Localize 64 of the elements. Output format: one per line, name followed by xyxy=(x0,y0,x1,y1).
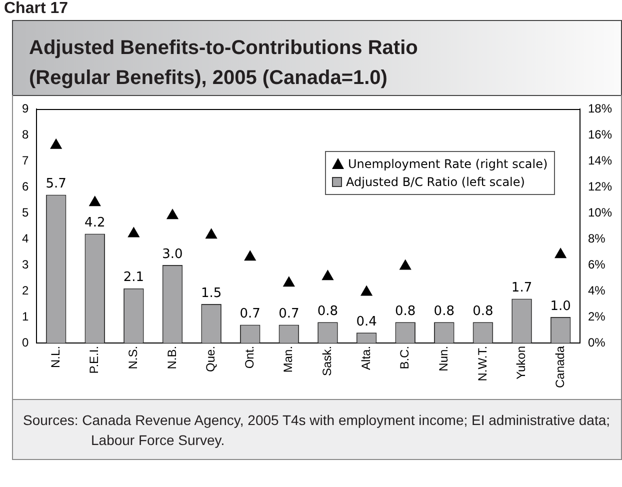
point xyxy=(89,196,101,206)
point xyxy=(400,260,412,270)
y-tick-label: 4 xyxy=(22,231,29,246)
data-label: 5.7 xyxy=(46,176,66,192)
point xyxy=(244,250,256,261)
y2-tick-label: 2% xyxy=(588,309,606,324)
y-tick-label: 9 xyxy=(22,101,29,116)
point xyxy=(322,270,334,280)
point xyxy=(206,228,218,239)
x-tick-label: B.C. xyxy=(398,346,412,370)
data-label: 2.1 xyxy=(123,270,144,286)
y2-tick-label: 4% xyxy=(588,283,606,298)
source-note: Sources: Canada Revenue Agency, 2005 T4s with employment income; EI administrative data; Labour Force Survey. xyxy=(23,411,611,450)
y-tick-label: 3 xyxy=(22,257,29,272)
data-label: 3.0 xyxy=(162,246,183,262)
data-label: 0.8 xyxy=(395,304,416,320)
y-tick-label: 0 xyxy=(22,335,29,350)
y2-tick-label: 6% xyxy=(588,257,606,272)
y2-tick-label: 12% xyxy=(588,179,612,194)
caption: Chart 17 xyxy=(4,0,68,18)
legend-label: Unemployment Rate (right scale) xyxy=(348,157,548,171)
data-label: 0.7 xyxy=(240,306,260,322)
y2-tick-label: 10% xyxy=(588,205,612,220)
x-tick-label: Que. xyxy=(204,346,218,372)
y2-tick-label: 18% xyxy=(588,101,612,116)
x-tick-label: Canada xyxy=(552,346,567,388)
x-tick-label: Sask. xyxy=(320,346,334,376)
y-tick-label: 8 xyxy=(22,127,29,142)
x-tick-label: P.E.I. xyxy=(87,346,102,374)
data-label: 0.4 xyxy=(356,314,377,330)
y-tick-label: 6 xyxy=(22,179,29,194)
x-tick-label: Yukon xyxy=(514,346,528,380)
x-tick-label: Alta. xyxy=(358,346,373,370)
y-tick-label: 2 xyxy=(22,283,29,298)
x-tick-label: N.W.T. xyxy=(475,346,490,382)
chart-title: Adjusted Benefits-to-Contributions Ratio (Regular Benefits), 2005 (Canada=1.0) xyxy=(12,20,622,96)
data-label: 1.5 xyxy=(200,286,222,301)
x-tick-label: N.S. xyxy=(126,346,140,370)
data-label: 0.8 xyxy=(317,304,338,320)
data-label: 1.0 xyxy=(550,298,571,314)
point xyxy=(283,276,295,287)
data-label: 0.8 xyxy=(434,304,454,320)
point xyxy=(554,248,566,258)
data-label: 1.7 xyxy=(511,280,532,296)
data-label: 4.2 xyxy=(84,216,106,231)
y2-tick-label: 14% xyxy=(588,153,612,168)
y2-tick-label: 16% xyxy=(588,127,612,142)
x-tick-label: Man. xyxy=(281,346,296,373)
x-tick-label: N.B. xyxy=(164,346,179,370)
point xyxy=(360,286,372,296)
point xyxy=(166,209,178,220)
y2-tick-label: 0% xyxy=(588,335,606,350)
y-tick-label: 7 xyxy=(22,153,29,168)
point xyxy=(50,138,62,149)
y-tick-label: 1 xyxy=(22,309,29,324)
y2-tick-label: 8% xyxy=(588,231,606,246)
point xyxy=(128,227,140,238)
x-tick-label: Ont. xyxy=(242,346,256,369)
y-tick-label: 5 xyxy=(22,205,29,220)
legend-label: Adjusted B/C Ratio (left scale) xyxy=(346,175,525,189)
x-tick-label: Nun. xyxy=(436,346,450,372)
x-tick-label: N.L. xyxy=(48,346,62,368)
data-label: 0.7 xyxy=(278,306,300,322)
data-label: 0.8 xyxy=(472,304,494,320)
